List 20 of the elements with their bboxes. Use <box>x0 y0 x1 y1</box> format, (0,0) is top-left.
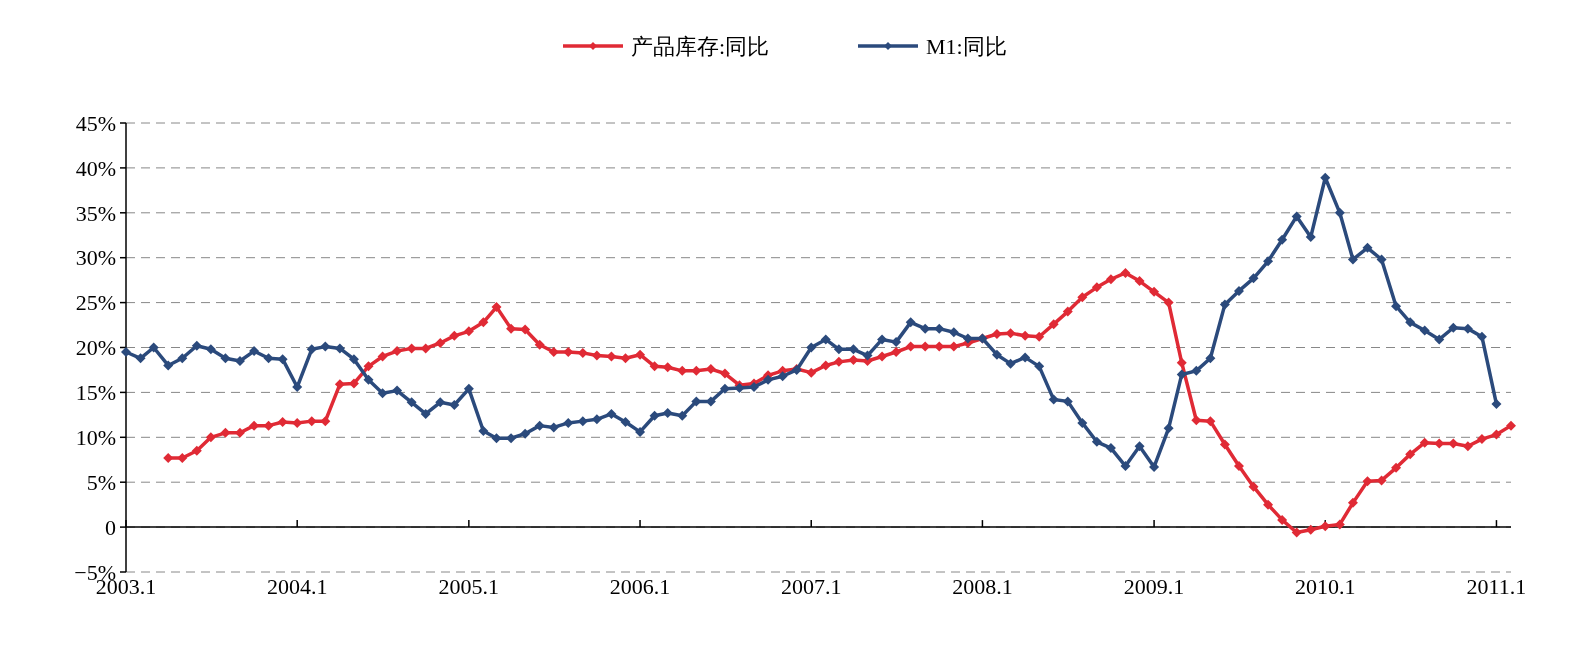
x-tick-label: 2010.1 <box>1295 574 1356 599</box>
y-tick-label: 20% <box>75 335 116 361</box>
x-tick-label: 2007.1 <box>780 574 842 599</box>
x-tick-label: 2006.1 <box>609 574 671 599</box>
legend-label: M1:同比 <box>926 33 1007 59</box>
x-tick-label: 2011.1 <box>1466 574 1527 599</box>
legend-label: 产品库存:同比 <box>631 33 770 59</box>
y-tick-label: 35% <box>75 200 116 226</box>
y-tick-label: 15% <box>75 380 116 406</box>
x-tick-label: 2008.1 <box>952 574 1013 599</box>
y-tick-label: 10% <box>75 425 116 450</box>
x-tick-label: 2004.1 <box>266 574 328 599</box>
y-tick-label: 30% <box>75 245 116 271</box>
y-tick-label: 40% <box>75 155 116 181</box>
x-tick-label: 2009.1 <box>1123 574 1185 599</box>
y-tick-label: 25% <box>75 290 116 316</box>
x-tick-label: 2005.1 <box>438 574 500 599</box>
y-tick-label: 5% <box>86 469 116 495</box>
y-tick-label: 0 <box>105 514 116 540</box>
y-tick-label: 45% <box>75 110 116 136</box>
